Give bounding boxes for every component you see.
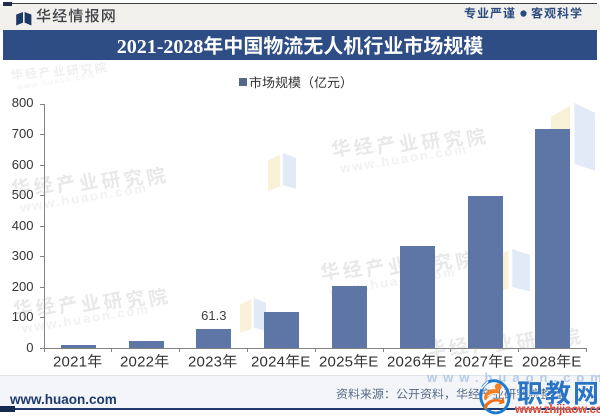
svg-text:2022: 2022 xyxy=(120,354,154,371)
svg-text:E: E xyxy=(368,354,378,371)
svg-text:E: E xyxy=(300,354,310,371)
svg-text:2027: 2027 xyxy=(454,354,488,371)
svg-text:2021-2028: 2021-2028 xyxy=(117,36,204,58)
svg-text:2028: 2028 xyxy=(522,354,556,371)
svg-text:2023: 2023 xyxy=(188,354,222,371)
svg-text:2024: 2024 xyxy=(251,354,285,371)
svg-text:E: E xyxy=(571,354,581,371)
svg-text:E: E xyxy=(436,354,446,371)
svg-text:E: E xyxy=(504,354,514,371)
svg-text:2021: 2021 xyxy=(53,354,87,371)
svg-text:2025: 2025 xyxy=(319,354,353,371)
svg-text:2026: 2026 xyxy=(387,354,421,371)
svg-text:www.zhijiaow.com: www.zhijiaow.com xyxy=(514,404,600,416)
